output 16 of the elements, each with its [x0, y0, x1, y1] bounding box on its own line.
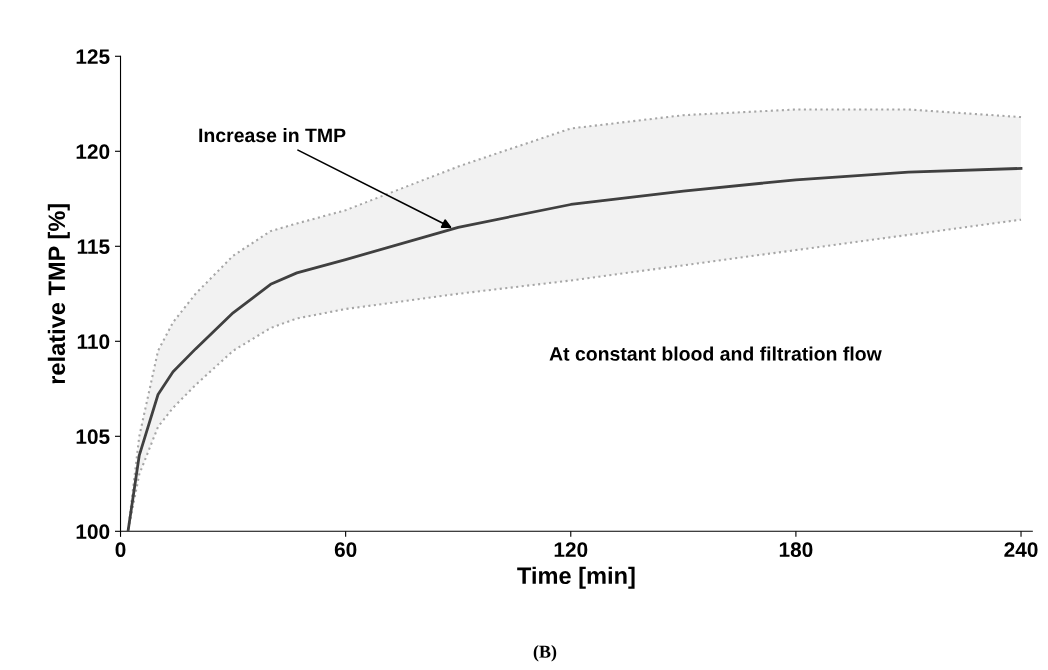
x-axis-title: Time [min]: [517, 566, 635, 589]
y-tick-label: 125: [76, 49, 110, 65]
annotation: At constant blood and filtration flow: [549, 346, 882, 361]
y-tick-label: 115: [77, 239, 110, 255]
x-tick-label: 240: [1004, 542, 1038, 558]
y-axis-title: relative TMP [%]: [47, 204, 70, 384]
y-tick-label: 110: [77, 334, 110, 350]
annotation: Increase in TMP: [199, 127, 346, 143]
x-tick-label: 180: [779, 542, 813, 558]
y-tick-label: 105: [76, 429, 110, 445]
x-tick-label: 0: [115, 542, 126, 558]
x-tick-label: 120: [554, 542, 588, 558]
y-tick-label: 100: [76, 524, 110, 540]
x-tick-label: 60: [334, 542, 357, 558]
y-tick-label: 120: [76, 144, 110, 160]
text: (B): [533, 645, 557, 662]
